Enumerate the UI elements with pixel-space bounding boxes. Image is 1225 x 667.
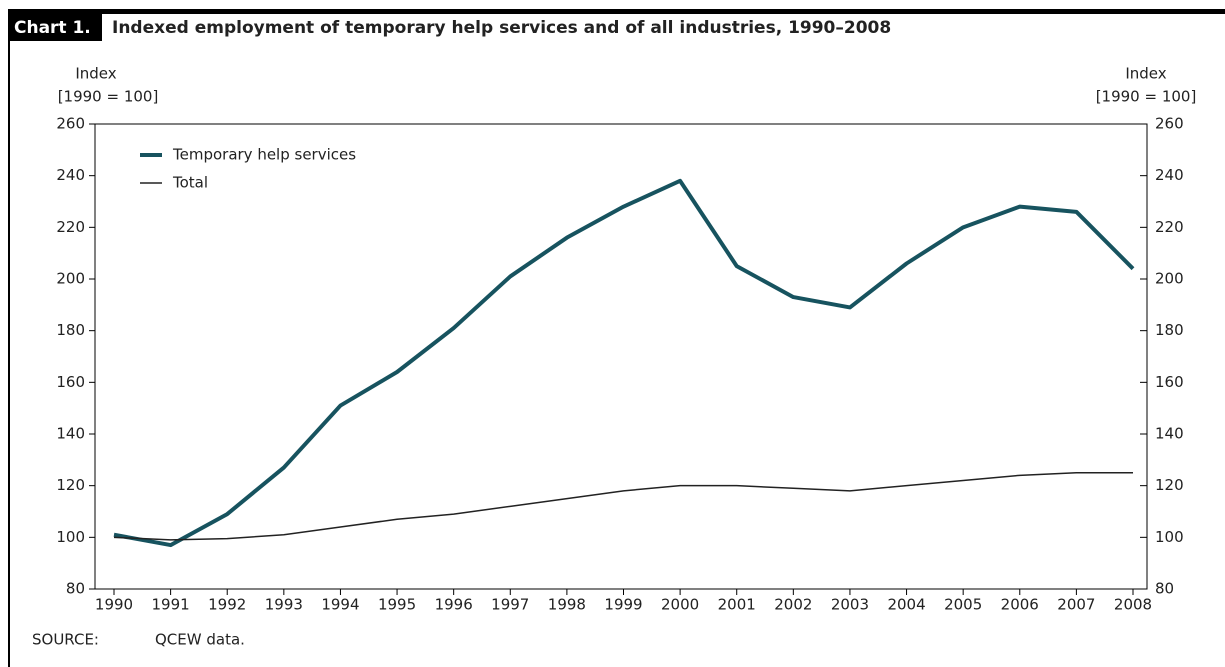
top-rule: [8, 9, 1225, 14]
y2-tick-label: 140: [1155, 425, 1184, 443]
x-tick-label: 1997: [491, 596, 529, 614]
source-text: QCEW data.: [155, 631, 245, 649]
x-tick-label: 1990: [95, 596, 133, 614]
x-tick-label: 2004: [887, 596, 925, 614]
chart-label: Chart 1.: [14, 18, 91, 38]
y-tick-label: 120: [56, 476, 85, 494]
y2-label: [1990 = 100]: [1096, 88, 1197, 106]
x-tick-label: 2005: [944, 596, 982, 614]
x-tick-label: 2000: [661, 596, 699, 614]
y-tick-label: 200: [56, 270, 85, 288]
y2-tick-label: 240: [1155, 166, 1184, 184]
x-tick-label: 1993: [265, 596, 303, 614]
y-label: [1990 = 100]: [58, 88, 159, 106]
y2-tick-label: 160: [1155, 373, 1184, 391]
x-tick-label: 1999: [604, 596, 642, 614]
y2-label: Index: [1125, 65, 1166, 83]
legend-label: Temporary help services: [172, 146, 356, 164]
y2-tick-label: 100: [1155, 528, 1184, 546]
x-tick-label: 1994: [321, 596, 359, 614]
x-tick-label: 2002: [774, 596, 812, 614]
y2-tick-label: 200: [1155, 270, 1184, 288]
y2-tick-label: 260: [1155, 115, 1184, 133]
y-tick-label: 100: [56, 528, 85, 546]
y2-tick-label: 220: [1155, 218, 1184, 236]
y-label: Index: [75, 65, 116, 83]
y-tick-label: 80: [66, 580, 85, 598]
source-label: SOURCE:: [32, 631, 99, 649]
plot-frame: [94, 123, 1148, 590]
y2-tick-label: 120: [1155, 476, 1184, 494]
legend-label: Total: [172, 174, 208, 192]
x-tick-label: 1992: [208, 596, 246, 614]
y-tick-label: 140: [56, 425, 85, 443]
x-tick-label: 1996: [435, 596, 473, 614]
x-tick-label: 2006: [1001, 596, 1039, 614]
y-tick-label: 240: [56, 166, 85, 184]
y-tick-label: 220: [56, 218, 85, 236]
x-tick-label: 2008: [1114, 596, 1152, 614]
y-tick-label: 180: [56, 321, 85, 339]
x-tick-label: 2003: [831, 596, 869, 614]
x-tick-label: 2007: [1057, 596, 1095, 614]
y-tick-label: 260: [56, 115, 85, 133]
chart-label-box: [8, 9, 102, 41]
chart-title: Indexed employment of temporary help ser…: [112, 18, 891, 38]
x-tick-label: 1995: [378, 596, 416, 614]
x-tick-label: 1991: [152, 596, 190, 614]
y2-tick-label: 180: [1155, 321, 1184, 339]
y2-tick-label: 80: [1155, 580, 1174, 598]
x-tick-label: 2001: [718, 596, 756, 614]
y-tick-label: 160: [56, 373, 85, 391]
x-tick-label: 1998: [548, 596, 586, 614]
series-line: [113, 472, 1133, 541]
series-line: [113, 178, 1135, 548]
